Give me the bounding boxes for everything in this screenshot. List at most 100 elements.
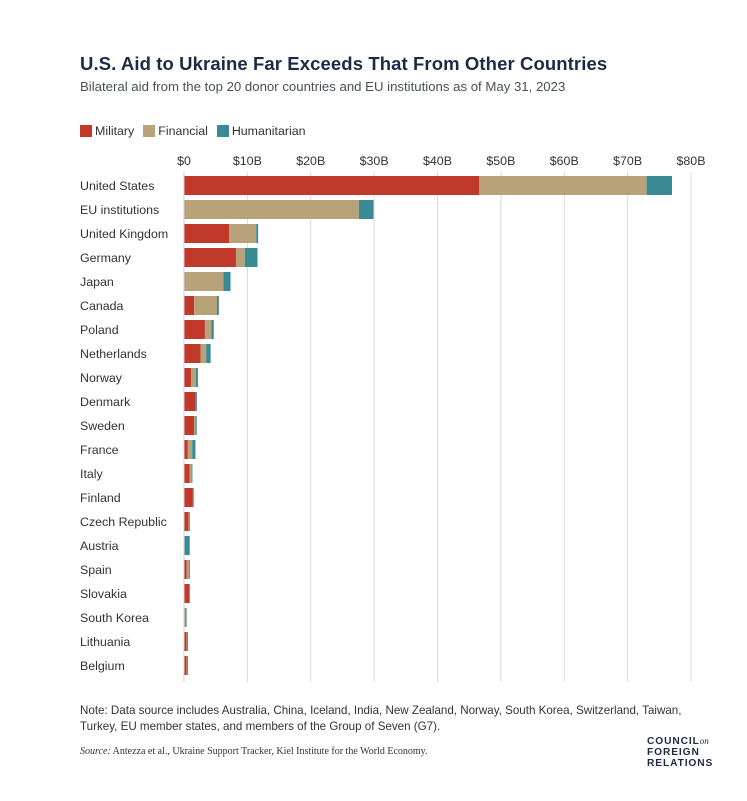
bar-segment-humanitarian	[192, 440, 196, 459]
bar-segment-humanitarian	[195, 392, 197, 411]
bar-segment-military	[184, 440, 188, 459]
bar-segment-military	[184, 344, 201, 363]
logo-line1: COUNCIL	[647, 736, 700, 747]
bar-segment-humanitarian	[211, 320, 214, 339]
x-tick-label: $0	[177, 154, 191, 168]
bar-segment-humanitarian	[646, 176, 672, 195]
category-label: Lithuania	[80, 635, 130, 649]
category-label: Austria	[80, 539, 119, 553]
bar-segment-humanitarian	[223, 272, 231, 291]
bar-segment-humanitarian	[189, 512, 190, 531]
bar-segment-humanitarian	[256, 224, 259, 243]
bar-segment-humanitarian	[196, 368, 198, 387]
bar-segment-humanitarian	[244, 248, 258, 267]
bar-segment-financial	[204, 320, 212, 339]
category-label: France	[80, 443, 119, 457]
bar-segment-humanitarian	[187, 656, 188, 675]
bar-segment-humanitarian	[206, 344, 211, 363]
bar-segment-financial	[235, 248, 245, 267]
chart-source: Source: Antezza et al., Ukraine Support …	[80, 746, 428, 757]
bar-segment-humanitarian	[195, 416, 197, 435]
x-tick-label: $80B	[677, 154, 706, 168]
legend-swatch-humanitarian	[216, 125, 229, 137]
category-label: Slovakia	[80, 587, 127, 601]
chart-subtitle: Bilateral aid from the top 20 donor coun…	[80, 79, 566, 94]
category-label: Spain	[80, 563, 112, 577]
bar-segment-military	[184, 488, 193, 507]
bar-segment-military	[184, 632, 187, 651]
category-label: Sweden	[80, 419, 125, 433]
bar-chart: $0 $10B $20B $30B $40B $50B $60B $70B $80B United…	[80, 154, 706, 682]
cfr-logo: COUNCILon FOREIGN RELATIONS	[647, 736, 713, 769]
category-label: Finland	[80, 491, 121, 505]
legend-swatch-financial	[143, 125, 156, 137]
legend-swatch-military	[80, 125, 92, 137]
x-tick-label: $40B	[423, 154, 452, 168]
bar-segment-military	[184, 320, 205, 339]
bar-segment-military	[184, 296, 195, 315]
bar-segment-humanitarian	[185, 608, 187, 627]
bar-segment-humanitarian	[358, 200, 374, 219]
x-tick-label: $70B	[613, 154, 642, 168]
source-text: Antezza et al., Ukraine Support Tracker,…	[110, 746, 428, 757]
bar-segment-military	[184, 392, 196, 411]
x-tick-label: $20B	[296, 154, 325, 168]
legend-item-financial: Financial	[143, 124, 208, 138]
category-label: United Kingdom	[80, 227, 168, 241]
category-label: South Korea	[80, 611, 149, 625]
bar-segment-financial	[188, 512, 190, 531]
bar-segment-financial	[184, 200, 359, 219]
logo-line2: FOREIGN	[647, 747, 700, 758]
bar-segment-financial	[189, 464, 192, 483]
category-label: Italy	[80, 467, 104, 481]
x-tick-label: $50B	[486, 154, 515, 168]
bar-segment-financial	[184, 608, 186, 627]
x-tick-label: $10B	[233, 154, 262, 168]
category-label: Germany	[80, 251, 132, 265]
bar-segment-financial	[190, 368, 197, 387]
legend-item-military: Military	[80, 124, 134, 138]
bar-segment-military	[184, 368, 191, 387]
category-label: Netherlands	[80, 347, 147, 361]
bar-segment-financial	[194, 416, 196, 435]
bar-segment-military	[184, 656, 187, 675]
logo-line3: RELATIONS	[647, 758, 714, 769]
bar-segment-financial	[200, 344, 207, 363]
category-label: Norway	[80, 371, 123, 385]
bar-segment-financial	[194, 296, 217, 315]
x-tick-label: $30B	[360, 154, 389, 168]
bar-segment-financial	[186, 656, 188, 675]
bar-segment-military	[184, 584, 190, 603]
legend-label-financial: Financial	[158, 124, 208, 138]
bar-segment-humanitarian	[192, 488, 194, 507]
bar-segment-humanitarian	[189, 560, 190, 579]
bar-segment-financial	[184, 272, 224, 291]
category-label: EU institutions	[80, 203, 159, 217]
bar-segment-military	[184, 248, 236, 267]
bar-segment-military	[184, 512, 189, 531]
bar-segment-military	[184, 560, 187, 579]
category-label: Poland	[80, 323, 119, 337]
bar-segment-humanitarian	[189, 584, 190, 603]
logo-on: on	[699, 736, 709, 746]
bar-segment-financial	[228, 224, 257, 243]
bar-segment-humanitarian	[184, 536, 190, 555]
legend-item-humanitarian: Humanitarian	[216, 124, 306, 138]
bar-segment-financial	[186, 632, 188, 651]
bar-segment-financial	[186, 560, 190, 579]
source-label: Source:	[80, 746, 111, 757]
category-label: Denmark	[80, 395, 131, 409]
bar-segment-humanitarian	[191, 464, 193, 483]
bar-segment-military	[184, 224, 229, 243]
category-label: Canada	[80, 299, 124, 313]
category-label: United States	[80, 179, 154, 193]
chart-title: U.S. Aid to Ukraine Far Exceeds That Fro…	[80, 53, 608, 74]
bar-segment-financial	[479, 176, 647, 195]
bar-segment-military	[184, 464, 190, 483]
category-label: Japan	[80, 275, 114, 289]
bar-segment-military	[184, 176, 480, 195]
legend-label-military: Military	[95, 124, 135, 138]
bar-segment-military	[184, 416, 195, 435]
legend-label-humanitarian: Humanitarian	[231, 124, 306, 138]
bar-segment-humanitarian	[187, 632, 188, 651]
